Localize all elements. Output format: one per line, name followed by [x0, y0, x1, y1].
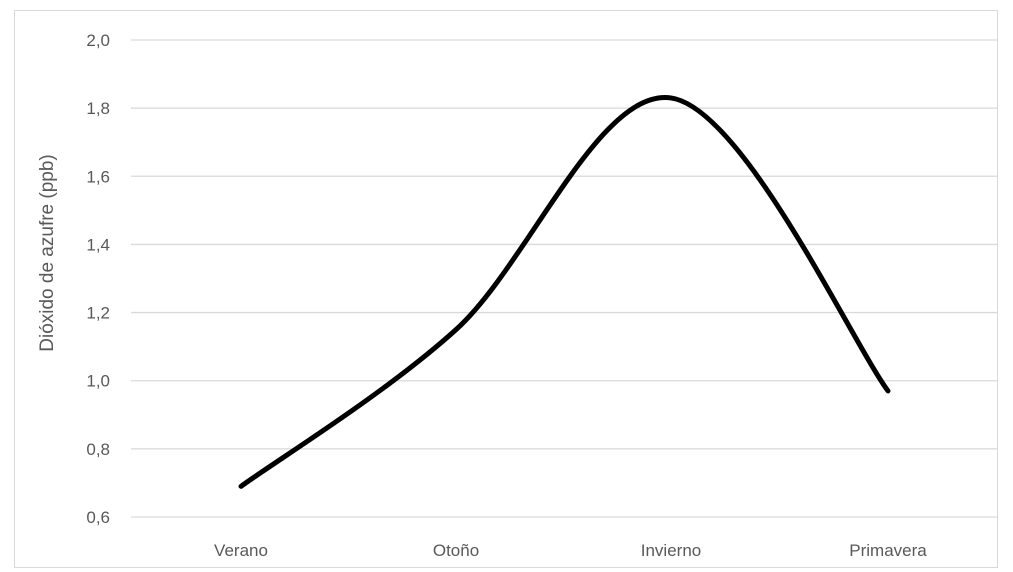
x-tick-label: Primavera: [849, 541, 927, 560]
x-tick-label: Otoño: [433, 541, 479, 560]
y-tick-label: 0,8: [86, 440, 110, 459]
y-axis-title: Dióxido de azufre (ppb): [37, 154, 58, 352]
y-tick-label: 0,6: [86, 508, 110, 527]
y-tick-label: 1,0: [86, 372, 110, 391]
y-tick-label: 2,0: [86, 31, 110, 50]
x-tick-label: Verano: [214, 541, 268, 560]
gridlines: [131, 39, 997, 518]
series-lines: [238, 95, 891, 489]
chart-frame: [14, 10, 998, 568]
y-tick-labels: 0,6 0,8 1,0 1,2 1,4 1,6 1,8 2,0: [86, 31, 110, 527]
x-tick-labels: Verano Otoño Invierno Primavera: [214, 541, 927, 560]
series-line: [238, 95, 891, 489]
x-tick-label: Invierno: [641, 541, 701, 560]
y-tick-label: 1,2: [86, 304, 110, 323]
y-tick-label: 1,6: [86, 167, 110, 186]
y-tick-label: 1,8: [86, 99, 110, 118]
y-tick-label: 1,4: [86, 235, 110, 254]
